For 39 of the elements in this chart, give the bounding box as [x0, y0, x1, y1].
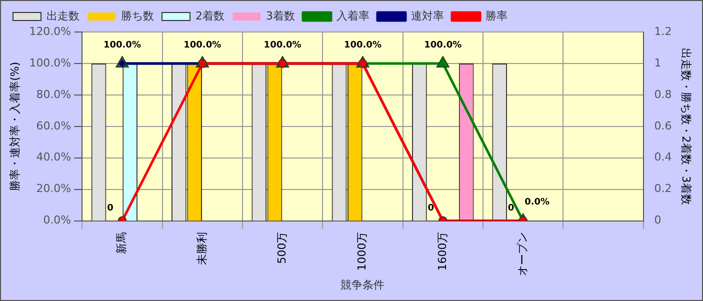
- data-label: 0.0%: [524, 198, 550, 208]
- y-tick-label: 120.0%: [29, 24, 72, 38]
- y-tick-label: 20.0%: [36, 182, 72, 196]
- y-tick-label: 40.0%: [36, 150, 72, 164]
- x-tick-label: 1600万: [436, 232, 449, 271]
- x-axis-title: 競争条件: [340, 278, 385, 292]
- x-tick-label: 1000万: [356, 232, 369, 271]
- legend-label: 連対率: [410, 9, 444, 22]
- y2-tick-label: 1: [654, 56, 662, 70]
- data-label: 100.0%: [264, 40, 302, 50]
- data-label: 100.0%: [424, 40, 462, 50]
- y2-tick-label: 0: [654, 214, 662, 227]
- y-tick-label: 100.0%: [29, 56, 72, 70]
- legend-label: 勝率: [485, 9, 508, 22]
- data-label: 100.0%: [103, 40, 141, 50]
- y2-tick-label: 0.4: [654, 150, 672, 164]
- x-tick-label: 500万: [275, 232, 288, 264]
- legend-label: 3着数: [266, 9, 295, 22]
- data-label: 100.0%: [184, 40, 222, 50]
- legend-label: 出走数: [46, 9, 80, 22]
- data-label: 100.0%: [344, 40, 382, 50]
- x-tick-label: 未勝利: [195, 232, 208, 265]
- y2-tick-label: 0.2: [654, 182, 672, 196]
- legend-label: 勝ち数: [121, 9, 154, 22]
- x-tick-label: オープン: [516, 232, 529, 276]
- y2-axis-title: 出走数・勝ち数・2着数・3着数: [680, 48, 693, 205]
- y-tick-label: 60.0%: [36, 119, 72, 132]
- legend-label: 2着数: [196, 9, 224, 22]
- data-label: 0: [107, 204, 114, 214]
- data-label: 0: [508, 204, 514, 214]
- y2-tick-label: 0.8: [654, 88, 672, 101]
- x-tick-label: 新馬: [115, 232, 128, 254]
- legend-label: 入着率: [336, 9, 370, 22]
- y2-tick-label: 1.2: [654, 24, 672, 38]
- y2-tick-label: 0.6: [654, 119, 672, 132]
- y-tick-label: 80.0%: [36, 88, 72, 101]
- y-axis-title: 勝率・連対率・入着率(%): [8, 62, 22, 191]
- y-tick-label: 0.0%: [43, 214, 72, 227]
- data-label: 0: [428, 204, 434, 214]
